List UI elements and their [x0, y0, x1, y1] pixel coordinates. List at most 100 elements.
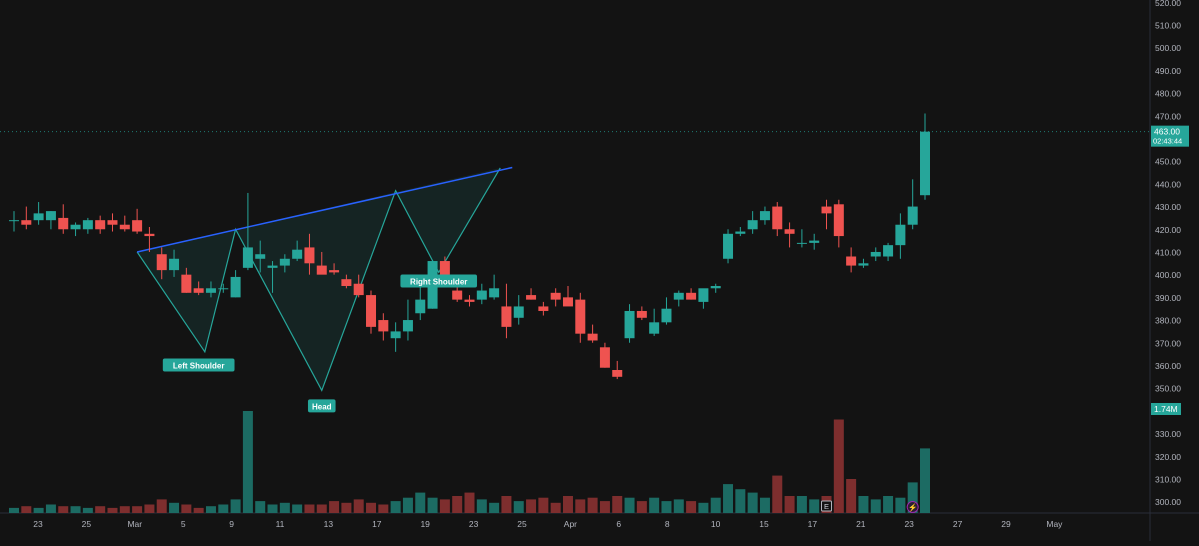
candle-body — [82, 220, 93, 230]
candle-body — [698, 288, 709, 302]
event-marker-text: ⚡ — [908, 503, 917, 512]
volume-bar — [735, 489, 746, 513]
candle-body — [156, 254, 167, 271]
candle-body — [476, 290, 487, 300]
candle-body — [353, 283, 364, 296]
volume-bar — [193, 507, 204, 513]
x-tick-label: 19 — [420, 519, 430, 529]
candle-body — [230, 276, 241, 298]
candle-body — [304, 247, 315, 264]
volume-bar — [279, 502, 290, 513]
volume-bar — [649, 497, 660, 513]
y-tick-label: 320.00 — [1155, 452, 1181, 462]
x-tick-label: 23 — [904, 519, 914, 529]
volume-bar — [390, 501, 401, 513]
volume-bar — [809, 499, 820, 513]
y-tick-label: 310.00 — [1155, 474, 1181, 484]
volume-bar — [464, 492, 475, 513]
candle-body — [883, 245, 894, 257]
candle-body — [9, 220, 19, 222]
x-tick-label: Apr — [564, 519, 577, 529]
candle-body — [402, 320, 413, 332]
volume-bar — [710, 497, 721, 513]
volume-bar — [846, 479, 857, 513]
candle-body — [895, 224, 906, 246]
volume-bar — [476, 499, 487, 513]
candle-body — [747, 220, 758, 230]
y-tick-label: 330.00 — [1155, 429, 1181, 439]
candle-body — [501, 306, 512, 327]
volume-bar — [452, 496, 463, 513]
volume-bar — [833, 419, 844, 513]
last-price-value: 463.00 — [1154, 127, 1180, 137]
candle-body — [710, 286, 721, 289]
volume-bar — [304, 504, 315, 513]
candle-body — [858, 263, 869, 266]
volume-bar — [538, 497, 549, 513]
candle-body — [833, 204, 844, 237]
volume-bar — [82, 507, 93, 513]
candle-body — [575, 299, 586, 334]
y-tick-label: 430.00 — [1155, 202, 1181, 212]
pattern-label: Left Shoulder — [162, 358, 235, 372]
pattern-area — [137, 167, 501, 391]
candle-body — [550, 292, 561, 300]
volume-bar — [169, 502, 180, 513]
volume-bar — [255, 501, 266, 513]
volume-bar — [858, 496, 869, 513]
volume-bar — [698, 502, 709, 513]
earnings-marker-text: E — [824, 502, 829, 511]
candle-body — [513, 306, 524, 318]
volume-bar — [242, 411, 253, 513]
candle-body — [242, 247, 253, 268]
y-tick-label: 370.00 — [1155, 338, 1181, 348]
volume-bar — [784, 496, 795, 513]
candle-body — [21, 220, 32, 225]
candle-body — [292, 249, 303, 259]
candle-body — [796, 242, 807, 244]
y-tick-label: 440.00 — [1155, 179, 1181, 189]
candle-body — [821, 206, 832, 214]
candle-body — [70, 224, 81, 230]
candle-body — [255, 254, 266, 259]
x-tick-label: 23 — [469, 519, 479, 529]
candle-body — [870, 251, 881, 257]
candle-body — [316, 265, 327, 275]
volume-bar — [513, 501, 524, 513]
volume-bar — [920, 448, 930, 513]
event-marker — [906, 501, 919, 513]
volume-bar — [673, 499, 684, 513]
y-tick-label: 360.00 — [1155, 361, 1181, 371]
candle-body — [415, 299, 426, 314]
volume-bar — [366, 502, 377, 513]
candle-body — [920, 131, 930, 196]
candle-body — [58, 217, 69, 230]
candle-body — [366, 295, 377, 327]
candle-body — [907, 206, 918, 225]
volume-bar — [575, 499, 586, 513]
volume-bar — [230, 499, 241, 513]
volume-bar — [316, 504, 327, 513]
volume-bar — [624, 497, 635, 513]
candle-body — [636, 310, 647, 318]
candle-body — [846, 256, 857, 266]
candle-body — [439, 261, 450, 282]
last-price-timer: 02:43:44 — [1153, 137, 1182, 146]
y-tick-label: 510.00 — [1155, 20, 1181, 30]
pattern-label: Head — [307, 399, 336, 413]
x-tick-label: 10 — [711, 519, 721, 529]
y-tick-label: 400.00 — [1155, 270, 1181, 280]
pattern-line — [136, 167, 501, 392]
y-tick-label: 500.00 — [1155, 43, 1181, 53]
volume-bar — [378, 504, 389, 513]
candle-body — [193, 288, 204, 293]
candle-body — [772, 206, 783, 230]
volume-bar — [341, 502, 352, 513]
candle-body — [673, 292, 684, 300]
x-tick-label: Mar — [127, 519, 142, 529]
pattern-label-box — [400, 274, 478, 288]
volume-bar — [70, 506, 81, 513]
